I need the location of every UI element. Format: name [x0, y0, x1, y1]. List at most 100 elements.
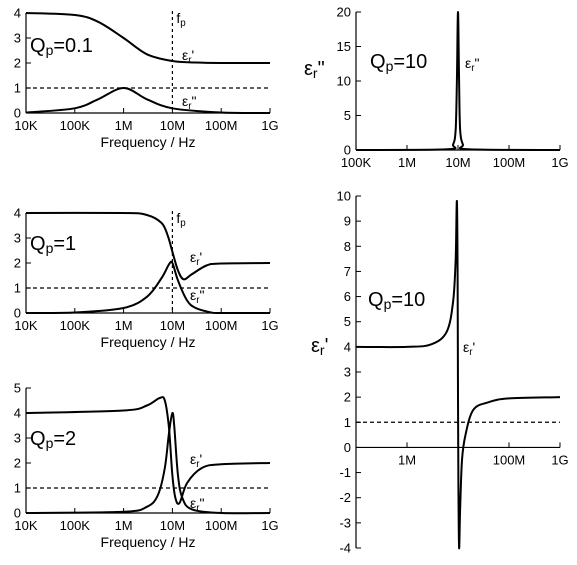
y-tick-label: 10: [337, 189, 351, 204]
x-tick-label: 1M: [115, 118, 133, 133]
y-tick-label: 9: [344, 214, 351, 229]
x-tick-label: 10K: [14, 518, 37, 533]
panel-annotation-rest: =10: [391, 289, 425, 311]
y-tick-label: -4: [339, 541, 351, 556]
y-tick-label: 15: [337, 39, 351, 54]
series-line: [25, 211, 271, 281]
x-tick-label: 10M: [160, 118, 185, 133]
y-tick-label: 1: [14, 81, 21, 96]
panel-annotation-rest: =2: [53, 428, 76, 450]
y-axis-label-rest: ': [325, 335, 329, 357]
y-tick-label: 0: [14, 306, 21, 321]
panel-e: -4 -3 -2 -1 0 1 2 3 4 5 6 7 8 9 10 1M 100M 1G εr' εr' Qp=10: [311, 189, 569, 556]
x-tick-label: 100K: [60, 518, 91, 533]
y-tick-label: 3: [14, 431, 21, 446]
y-tick-label: 3: [14, 231, 21, 246]
y-tick-label: -3: [339, 515, 351, 530]
marker-label: fp: [176, 210, 186, 229]
y-tick-label: 2: [344, 390, 351, 405]
y-axis-label: εr': [311, 335, 328, 358]
y-tick-label: 2: [14, 456, 21, 471]
x-tick-label: 1M: [398, 155, 416, 170]
y-tick-label: 4: [14, 6, 21, 21]
x-tick-label: 1M: [115, 318, 133, 333]
series-label-rest: ": [200, 287, 205, 303]
y-tick-label: 2: [14, 56, 21, 71]
y-tick-label: 3: [14, 31, 21, 46]
x-tick-label: 1G: [261, 318, 278, 333]
series-label: εr": [190, 495, 205, 514]
y-tick-label: 0: [344, 143, 351, 158]
y-tick-label: 5: [344, 108, 351, 123]
series-line: [25, 411, 271, 515]
panel-annotation: Qp=0.1: [30, 35, 93, 58]
series-label: εr": [190, 287, 205, 306]
x-tick-label: 1G: [261, 118, 278, 133]
y-tick-label: 0: [14, 106, 21, 121]
panel-d: 0 5 10 15 20 100K 1M 10M 100M 1G εr" εr" Qp=10: [304, 5, 569, 171]
x-tick-label: 10K: [14, 318, 37, 333]
y-tick-label: 0: [344, 440, 351, 455]
series-label: εr': [463, 339, 475, 358]
series-label-subscript: r: [471, 63, 475, 74]
x-axis-label: Frequency / Hz: [101, 334, 196, 350]
series-label-subscript: r: [196, 459, 200, 470]
y-tick-label: 5: [14, 381, 21, 396]
series-label-rest: ": [475, 55, 480, 71]
series-label-rest: ": [200, 495, 205, 511]
y-axis-label-rest: ": [318, 58, 325, 80]
panel-annotation-rest: =0.1: [53, 35, 92, 57]
x-axis-label: Frequency / Hz: [101, 134, 196, 150]
series-line: [25, 12, 271, 65]
series-label-rest: ': [200, 451, 203, 467]
x-tick-label: 100M: [205, 518, 238, 533]
x-axis-label: Frequency / Hz: [101, 534, 196, 550]
panel-annotation-subscript: p: [386, 58, 394, 74]
series-label-rest: ': [192, 47, 195, 63]
y-tick-label: 10: [337, 74, 351, 89]
series-label-subscript: r: [196, 503, 200, 514]
series-line: [355, 199, 561, 550]
series-label-rest: ': [473, 339, 476, 355]
x-tick-label: 1M: [398, 452, 416, 467]
series-label-subscript: r: [188, 101, 192, 112]
y-tick-label: 6: [344, 289, 351, 304]
series-label-subscript: r: [469, 347, 473, 358]
y-axis-label: εr": [304, 58, 325, 81]
series-label: εr': [182, 47, 194, 66]
x-tick-label: 100K: [60, 118, 91, 133]
x-tick-label: 100K: [341, 155, 372, 170]
panel-c: 0 1 2 3 4 5 10K 100K 1M 10M 100M 1G Frequency / Hz εr…: [14, 381, 279, 551]
y-tick-label: 20: [337, 5, 351, 20]
x-tick-label: 100M: [493, 452, 526, 467]
x-tick-label: 10M: [445, 155, 470, 170]
panel-annotation-rest: =1: [53, 233, 76, 255]
y-tick-label: 2: [14, 256, 21, 271]
x-tick-label: 100M: [205, 118, 238, 133]
y-tick-label: 0: [14, 506, 21, 521]
y-tick-label: -2: [339, 490, 351, 505]
y-tick-label: 3: [344, 365, 351, 380]
y-tick-label: 1: [344, 415, 351, 430]
panel-annotation: Qp=10: [370, 51, 427, 74]
y-axis-label-subscript: r: [313, 65, 318, 81]
y-tick-label: 1: [14, 281, 21, 296]
series-line: [355, 10, 561, 151]
y-tick-label: 4: [14, 406, 21, 421]
x-tick-label: 100M: [493, 155, 526, 170]
series-label: εr": [465, 55, 480, 74]
series-label-subscript: r: [196, 295, 200, 306]
series-label: εr': [190, 249, 202, 268]
series-label: εr": [182, 93, 197, 112]
y-tick-label: 5: [344, 314, 351, 329]
y-tick-label: 4: [14, 206, 21, 221]
x-tick-label: 10M: [160, 318, 185, 333]
panel-annotation: Qp=2: [30, 428, 76, 451]
series-label-rest: ': [200, 249, 203, 265]
x-tick-label: 1G: [551, 155, 568, 170]
panel-a: 0 1 2 3 4 10K 100K 1M 10M 100M 1G Frequency / Hz fp ε…: [14, 6, 279, 151]
series-line: [25, 86, 271, 115]
y-tick-label: 1: [14, 481, 21, 496]
y-tick-label: 7: [344, 264, 351, 279]
